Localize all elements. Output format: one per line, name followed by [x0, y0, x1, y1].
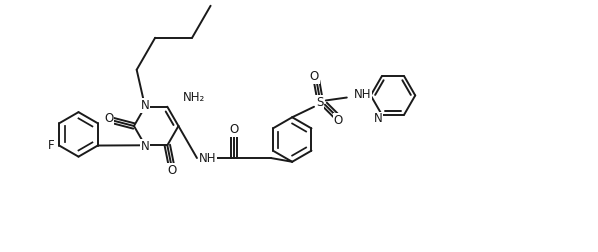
- Text: N: N: [374, 112, 383, 125]
- Text: F: F: [48, 139, 55, 152]
- Text: S: S: [316, 96, 323, 109]
- Text: N: N: [141, 140, 150, 153]
- Text: NH: NH: [199, 151, 216, 165]
- Text: N: N: [141, 99, 150, 112]
- Text: O: O: [334, 114, 343, 127]
- Text: O: O: [310, 70, 319, 83]
- Text: O: O: [104, 112, 114, 125]
- Text: O: O: [229, 123, 239, 136]
- Text: NH: NH: [354, 88, 371, 101]
- Text: NH₂: NH₂: [184, 91, 206, 104]
- Text: O: O: [167, 164, 176, 177]
